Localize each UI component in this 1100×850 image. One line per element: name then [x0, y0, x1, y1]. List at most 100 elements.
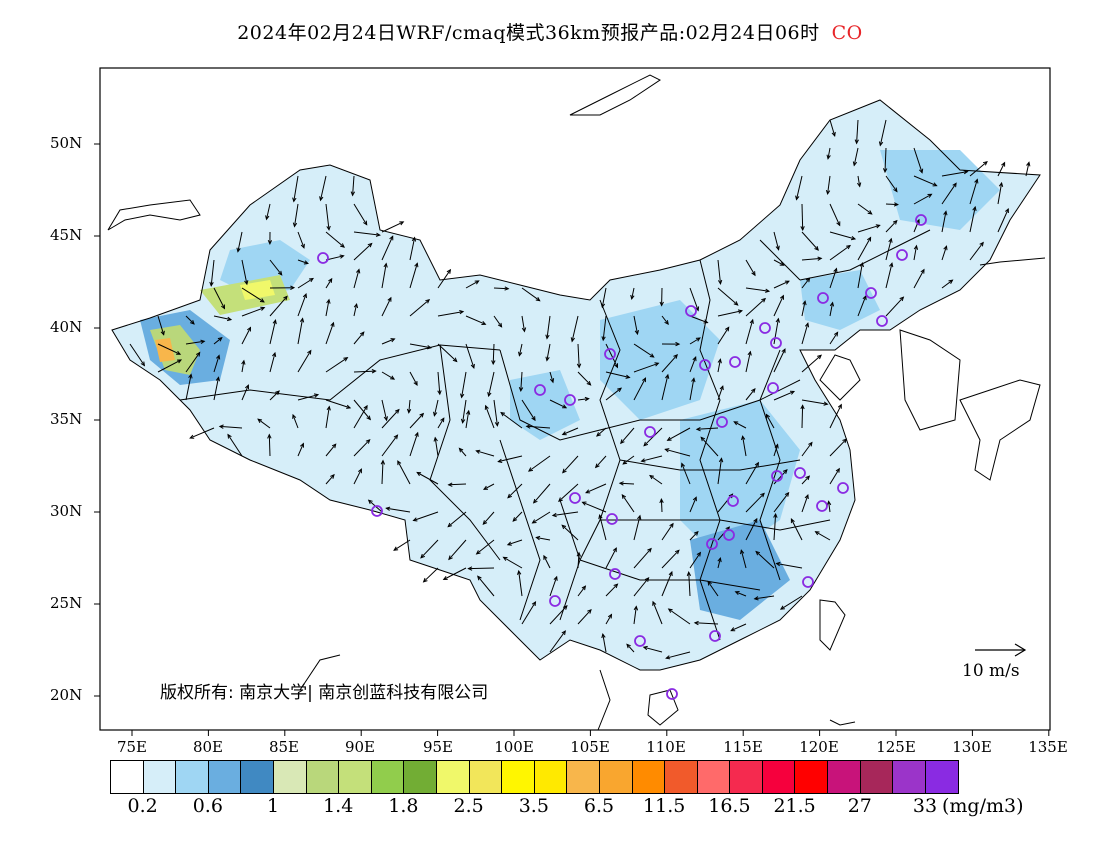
wind-arrow [745, 318, 754, 345]
wind-arrow [801, 475, 811, 485]
wind-arrow [406, 399, 412, 414]
station-circle-icon [666, 688, 678, 700]
lon-label-115: 115E [723, 738, 763, 756]
wind-arrow [661, 522, 674, 541]
wind-arrow [745, 461, 759, 485]
wind-arrow [753, 595, 775, 601]
wind-arrow [325, 277, 333, 289]
wind-arrow [353, 231, 381, 237]
wind-arrow [241, 287, 265, 303]
wind-arrow [913, 193, 933, 205]
wind-arrow [969, 160, 988, 177]
wind-arrow [484, 404, 495, 429]
station-circle-icon [816, 500, 828, 512]
wind-arrow [521, 601, 537, 625]
wind-arrow [157, 315, 165, 336]
wind-arrow [213, 336, 223, 345]
wind-arrow [475, 539, 495, 555]
wind-arrow [857, 261, 864, 289]
wind-arrow [801, 277, 811, 289]
wind-arrow [385, 506, 411, 513]
wind-arrow [491, 343, 496, 366]
wind-arrow [633, 547, 652, 569]
wind-arrow [661, 570, 673, 597]
wind-arrow [773, 443, 779, 457]
wind-arrow [997, 207, 1009, 233]
wind-arrow [437, 343, 458, 363]
colorbar-swatch [273, 761, 307, 793]
wind-arrow [269, 259, 283, 276]
colorbar-tick-label: 1.8 [388, 795, 419, 817]
colorbar-swatch [241, 761, 274, 793]
wind-arrow [437, 417, 445, 429]
wind-arrow [549, 575, 558, 597]
wind-arrow [717, 457, 724, 485]
wind-arrow [717, 385, 724, 401]
wind-arrow [829, 267, 838, 289]
wind-arrow [482, 483, 495, 490]
station-circle-icon [817, 292, 829, 304]
wind-arrow [353, 369, 377, 374]
colorbar-tick-label: 3.5 [518, 795, 549, 817]
wind-arrow [605, 613, 613, 625]
wind-arrow [297, 277, 314, 289]
wind-arrow [717, 287, 739, 306]
wind-arrow [549, 630, 566, 653]
station-circle-icon [759, 322, 771, 334]
colorbar-tick-label: 16.5 [708, 795, 751, 817]
wind-arrow [267, 231, 273, 245]
station-circle-icon [549, 595, 561, 607]
colorbar-swatch [469, 761, 503, 793]
colorbar-swatch [893, 761, 926, 793]
wind-arrow [633, 315, 639, 336]
wind-arrow [941, 182, 957, 205]
wind-arrow [269, 319, 277, 345]
wind-arrow [854, 119, 859, 145]
wind-arrow [689, 377, 696, 401]
wind-arrow [433, 399, 439, 417]
wind-arrow [353, 242, 373, 261]
lat-label-40: 40N [50, 318, 83, 336]
wind-arrow [157, 343, 182, 355]
wind-arrow [826, 500, 832, 513]
wind-arrow [437, 371, 442, 396]
wind-arrow [558, 483, 579, 502]
wind-arrow [549, 371, 555, 384]
wind-arrow [297, 349, 312, 373]
wind-arrow [829, 119, 836, 138]
wind-arrow [885, 202, 899, 207]
wind-arrow [518, 371, 524, 393]
wind-arrow [605, 387, 623, 401]
wind-arrow [545, 343, 551, 362]
wind-arrow [493, 399, 500, 427]
lon-label-85: 85E [268, 738, 300, 756]
wind-arrow [882, 147, 888, 174]
wind-arrow [829, 467, 840, 485]
wind-arrow [717, 556, 722, 569]
wind-arrow [730, 623, 747, 632]
wind-arrow [913, 244, 919, 261]
station-circle-icon [634, 635, 646, 647]
wind-arrow [941, 279, 954, 289]
station-circle-icon [837, 482, 849, 494]
wind-arrow [465, 315, 487, 325]
wind-arrow [325, 321, 335, 345]
wind-arrow [665, 651, 691, 660]
colorbar [110, 760, 960, 794]
wind-arrow [829, 231, 857, 241]
wind-arrow [577, 585, 587, 597]
lon-label-100: 100E [494, 738, 534, 756]
wind-arrow [664, 448, 691, 457]
wind-arrow [512, 511, 523, 522]
wind-arrow [577, 396, 590, 402]
wind-arrow [477, 575, 495, 597]
wind-arrow [517, 569, 523, 597]
wind-arrow [829, 438, 848, 457]
wind-arrow [535, 535, 551, 541]
wind-arrow [381, 221, 405, 233]
wind-arrow [745, 350, 752, 373]
wind-arrow [465, 343, 475, 369]
station-circle-icon [709, 630, 721, 642]
colorbar-swatch [925, 761, 959, 793]
colorbar-swatch [143, 761, 177, 793]
